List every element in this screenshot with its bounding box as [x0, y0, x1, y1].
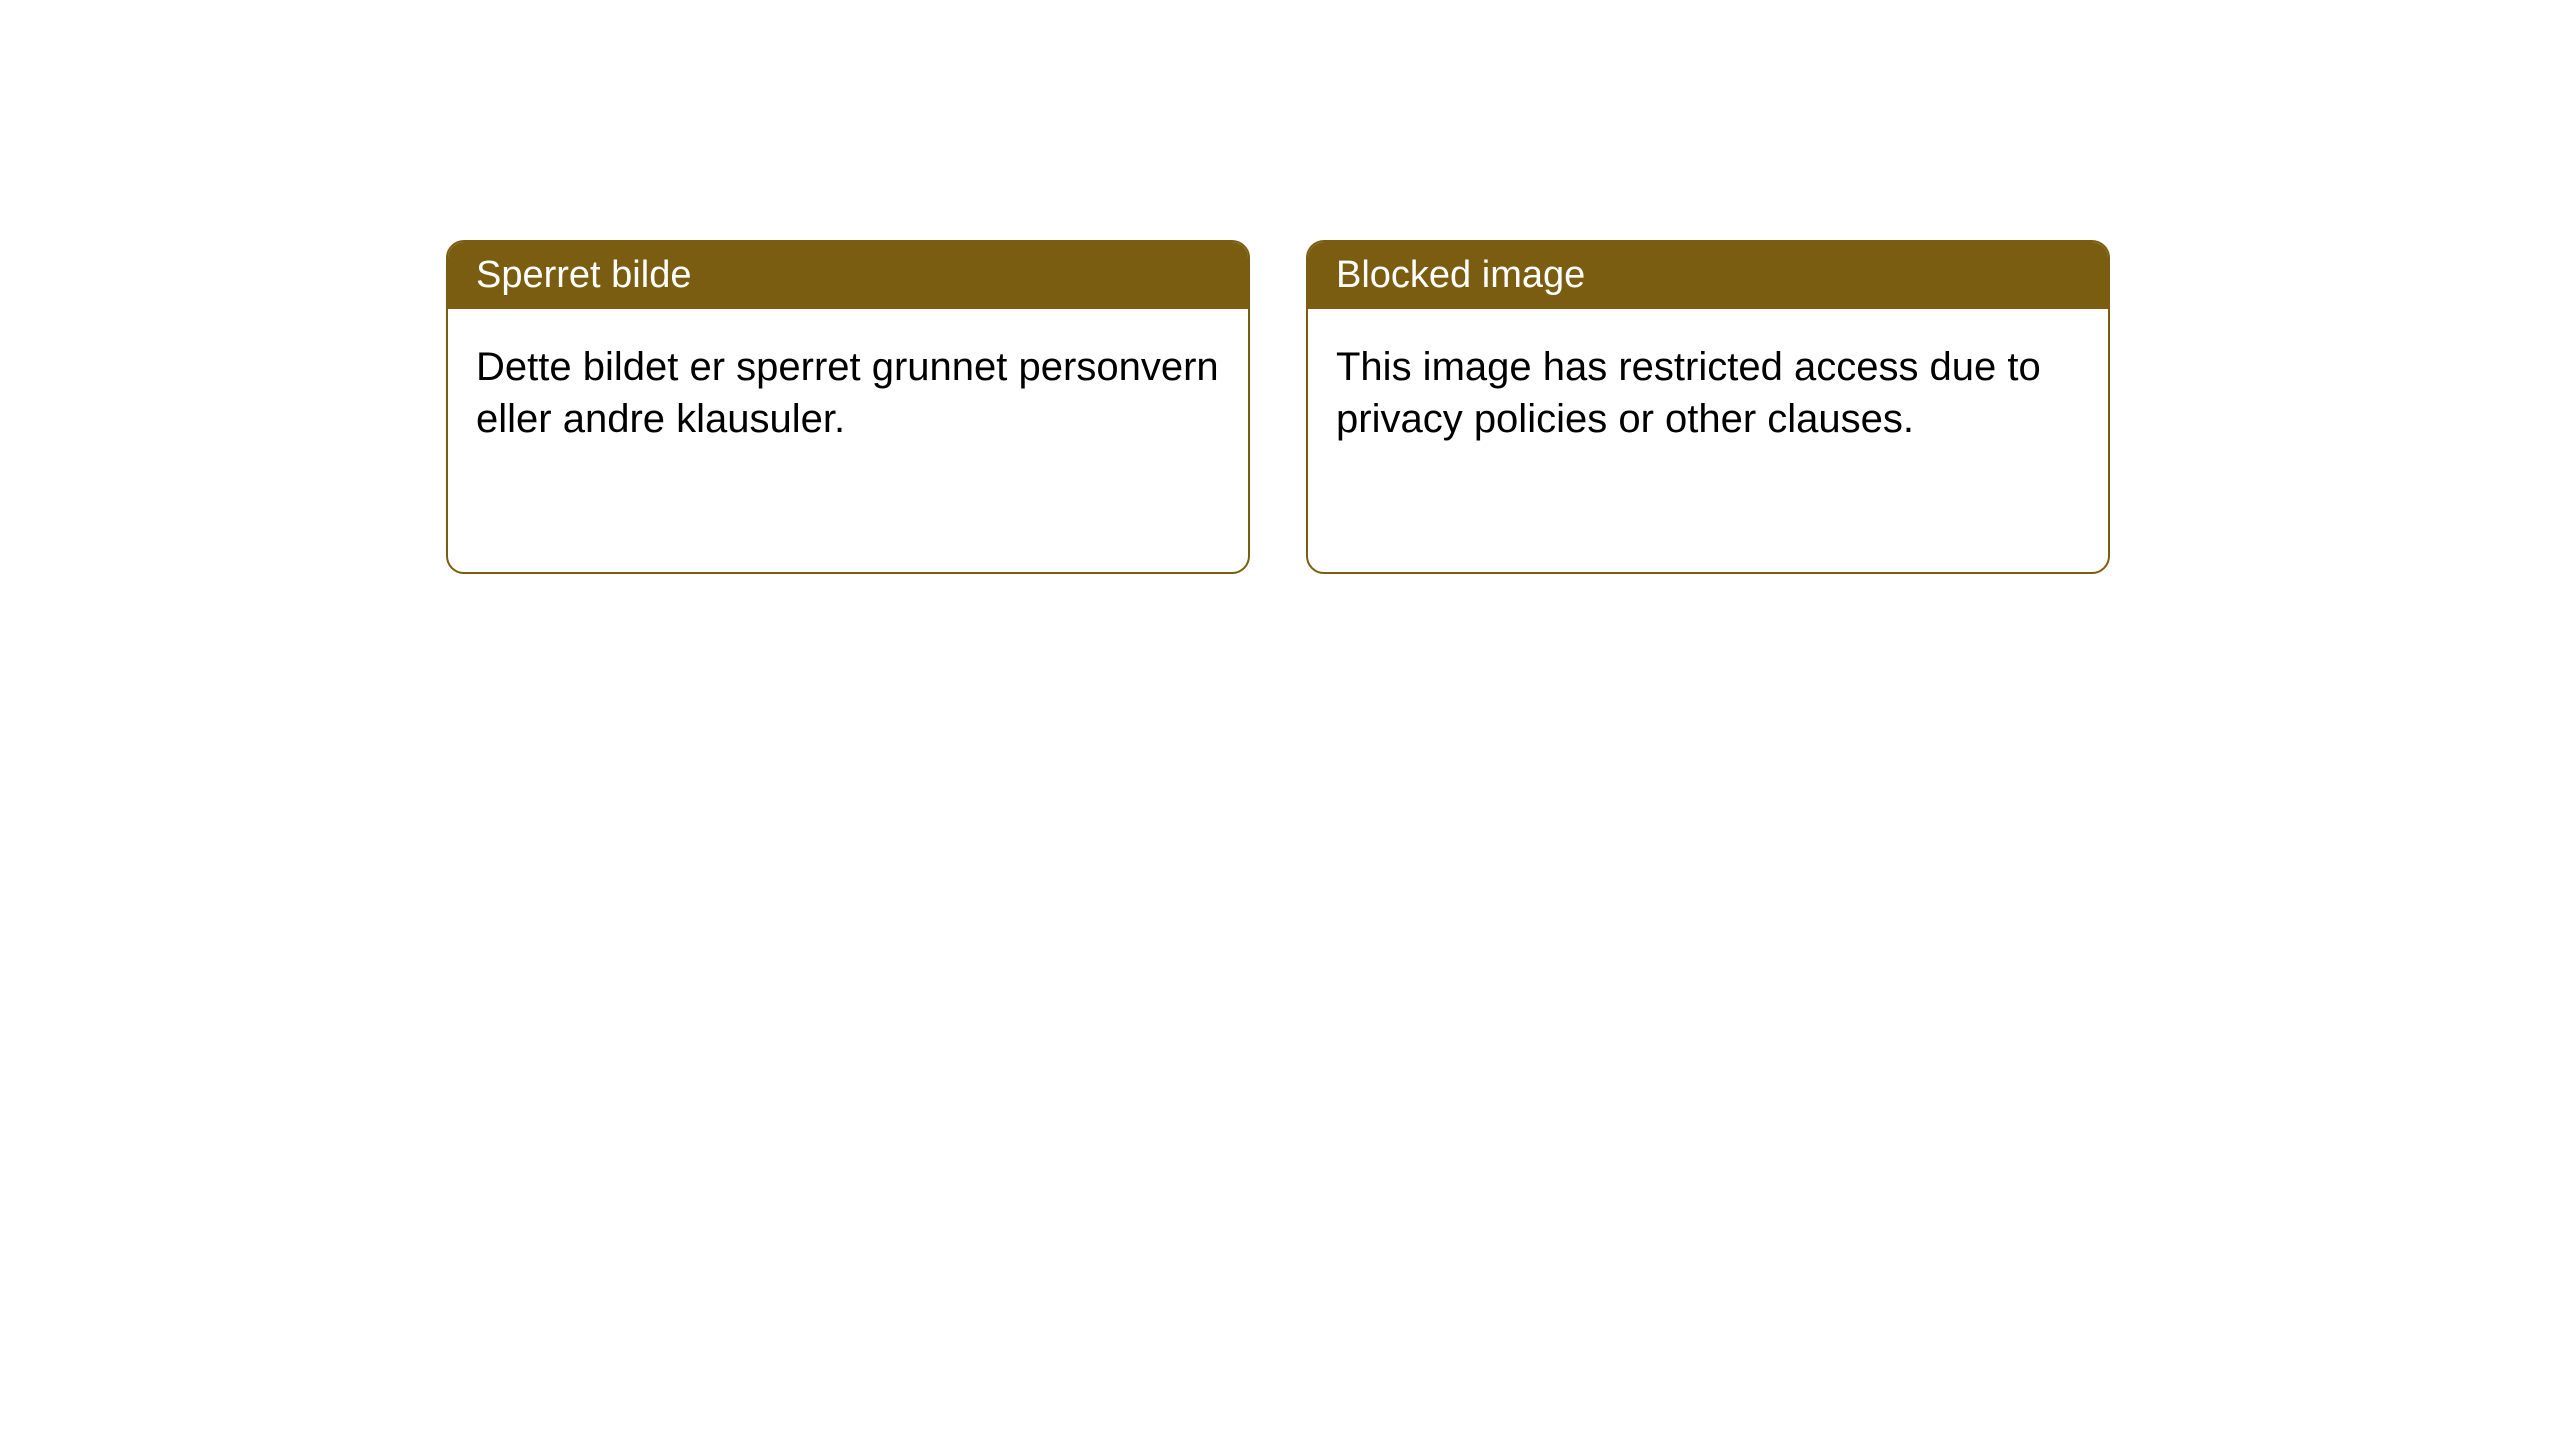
- card-body-text: This image has restricted access due to …: [1336, 345, 2041, 441]
- card-body-norwegian: Dette bildet er sperret grunnet personve…: [448, 309, 1248, 477]
- card-body-text: Dette bildet er sperret grunnet personve…: [476, 345, 1219, 441]
- card-header-norwegian: Sperret bilde: [448, 242, 1248, 309]
- card-norwegian: Sperret bilde Dette bildet er sperret gr…: [446, 240, 1250, 574]
- card-english: Blocked image This image has restricted …: [1306, 240, 2110, 574]
- card-body-english: This image has restricted access due to …: [1308, 309, 2108, 477]
- cards-container: Sperret bilde Dette bildet er sperret gr…: [446, 240, 2110, 574]
- card-title: Sperret bilde: [476, 254, 691, 296]
- card-title: Blocked image: [1336, 254, 1585, 296]
- card-header-english: Blocked image: [1308, 242, 2108, 309]
